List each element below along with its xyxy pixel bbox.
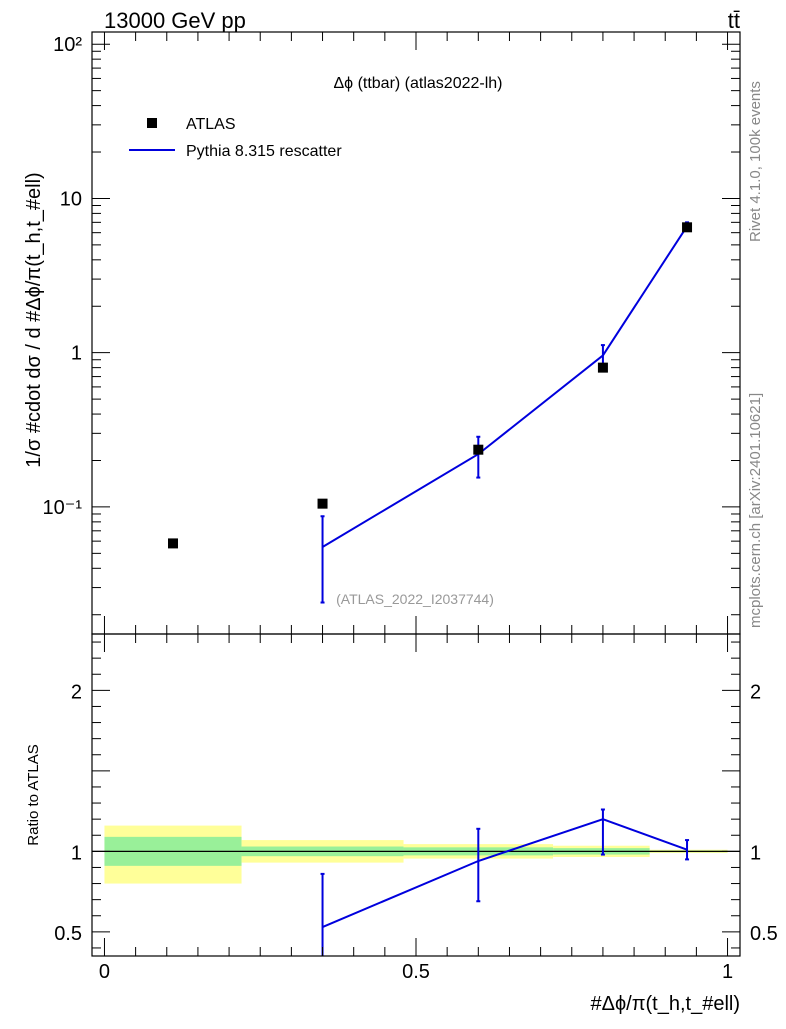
pythia-line — [322, 225, 688, 548]
main-series — [168, 221, 693, 604]
ratio-plot-frame — [91, 633, 741, 957]
main-y-tick-label: 10⁻¹ — [43, 497, 83, 519]
ratio-y-tick-label-right: 0.5 — [750, 923, 778, 945]
main-y-axis-label: 1/σ #cdot dσ / d #Δϕ/π(t_h,t_#ell) — [23, 172, 45, 467]
ratio-y-axis-label: Ratio to ATLAS — [25, 744, 42, 845]
main-y-tick-labels: 10⁻¹ 1 10 10² — [43, 34, 83, 519]
ratio-pythia-line — [322, 818, 688, 928]
main-y-ticks — [92, 43, 740, 616]
mcplots-label: mcplots.cern.ch [arXiv:2401.10621] — [747, 393, 764, 628]
ratio-uncertainty-bands — [104, 825, 728, 884]
process-label: tt̄ — [728, 8, 740, 33]
ratio-y-tick-label-left: 2 — [71, 681, 82, 703]
atlas-data-point — [473, 444, 484, 455]
rivet-label: Rivet 4.1.0, 100k events — [747, 81, 764, 242]
main-y-tick-label: 10² — [53, 34, 82, 56]
ratio-y-tick-label-left: 1 — [71, 842, 82, 864]
energy-label: 13000 GeV pp — [104, 8, 246, 33]
legend-marker-atlas — [147, 118, 157, 128]
legend-label-pythia: Pythia 8.315 rescatter — [186, 143, 342, 160]
atlas-data-point — [682, 222, 693, 233]
x-tick-label: 0 — [99, 961, 110, 983]
ratio-y-tick-label-right: 1 — [750, 842, 761, 864]
x-axis-label: #Δϕ/π(t_h,t_#ell) — [590, 993, 740, 1015]
atlas-data-point — [317, 498, 328, 509]
main-y-tick-label: 1 — [71, 343, 82, 365]
ratio-x-ticks — [103, 634, 729, 956]
x-tick-label: 1 — [722, 961, 733, 983]
atlas-data-point — [597, 362, 608, 373]
legend-label-atlas: ATLAS — [186, 116, 236, 133]
analysis-label: (ATLAS_2022_I2037744) — [336, 591, 494, 607]
main-x-ticks — [103, 32, 729, 634]
x-tick-label: 0.5 — [402, 961, 430, 983]
ratio-y-tick-label-right: 2 — [750, 681, 761, 703]
plot-title: Δϕ (ttbar) (atlas2022-lh) — [333, 75, 502, 92]
ratio-y-ticks — [92, 641, 740, 949]
ratio-series — [320, 808, 690, 956]
atlas-data-point — [168, 538, 178, 549]
ratio-panel: 0.5 0.5 1 1 2 2 0 0.5 1 Ratio to ATLAS #Δϕ/π(t_h… — [25, 633, 778, 1015]
main-y-tick-label: 10 — [60, 188, 82, 210]
main-panel: 10⁻¹ 1 10 10² Δϕ (ttbar) (atlas2022-lh) (AT… — [23, 31, 741, 635]
ratio-tick-labels: 0.5 0.5 1 1 2 2 0 0.5 1 — [54, 681, 778, 983]
legend: ATLAS Pythia 8.315 rescatter — [129, 116, 342, 160]
ratio-y-tick-label-left: 0.5 — [54, 923, 82, 945]
